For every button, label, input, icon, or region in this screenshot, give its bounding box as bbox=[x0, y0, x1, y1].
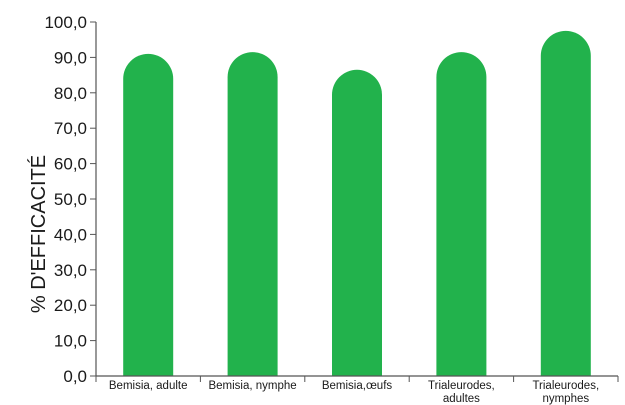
y-tick-label: 100,0 bbox=[44, 13, 87, 32]
y-tick-label: 0,0 bbox=[63, 367, 87, 386]
y-tick-label: 60,0 bbox=[54, 155, 87, 174]
y-tick-label: 90,0 bbox=[54, 48, 87, 67]
bars bbox=[123, 30, 591, 377]
x-category-label: Bemisia, adulte bbox=[109, 380, 188, 392]
x-category-label: Trialeurodes, adultes bbox=[428, 380, 495, 405]
y-axis-ticks: 0,0 10,0 20,0 30,0 40,0 50,0 60,0 70,0 80,0 90,0 1… bbox=[44, 13, 96, 386]
y-axis-title: % D'EFFICACITÉ bbox=[27, 155, 50, 313]
bar bbox=[332, 69, 382, 376]
x-axis-labels: Bemisia, adulte Bemisia, nymphe Bemisia,œu… bbox=[95, 376, 619, 405]
y-tick-label: 20,0 bbox=[54, 296, 87, 315]
y-tick-label: 80,0 bbox=[54, 84, 87, 103]
y-tick-label: 50,0 bbox=[54, 190, 87, 209]
x-category-label: Bemisia,œufs bbox=[322, 380, 393, 392]
x-category-label: Bemisia, nymphe bbox=[208, 380, 296, 392]
y-tick-label: 10,0 bbox=[54, 332, 87, 351]
bar bbox=[540, 30, 591, 377]
bar bbox=[436, 52, 487, 376]
bar bbox=[227, 52, 278, 376]
y-tick-label: 40,0 bbox=[54, 225, 87, 244]
y-tick-label: 30,0 bbox=[54, 261, 87, 280]
x-category-label: Trialeurodes, nymphes bbox=[532, 380, 599, 405]
y-tick-label: 70,0 bbox=[54, 119, 87, 138]
bar bbox=[123, 53, 174, 376]
